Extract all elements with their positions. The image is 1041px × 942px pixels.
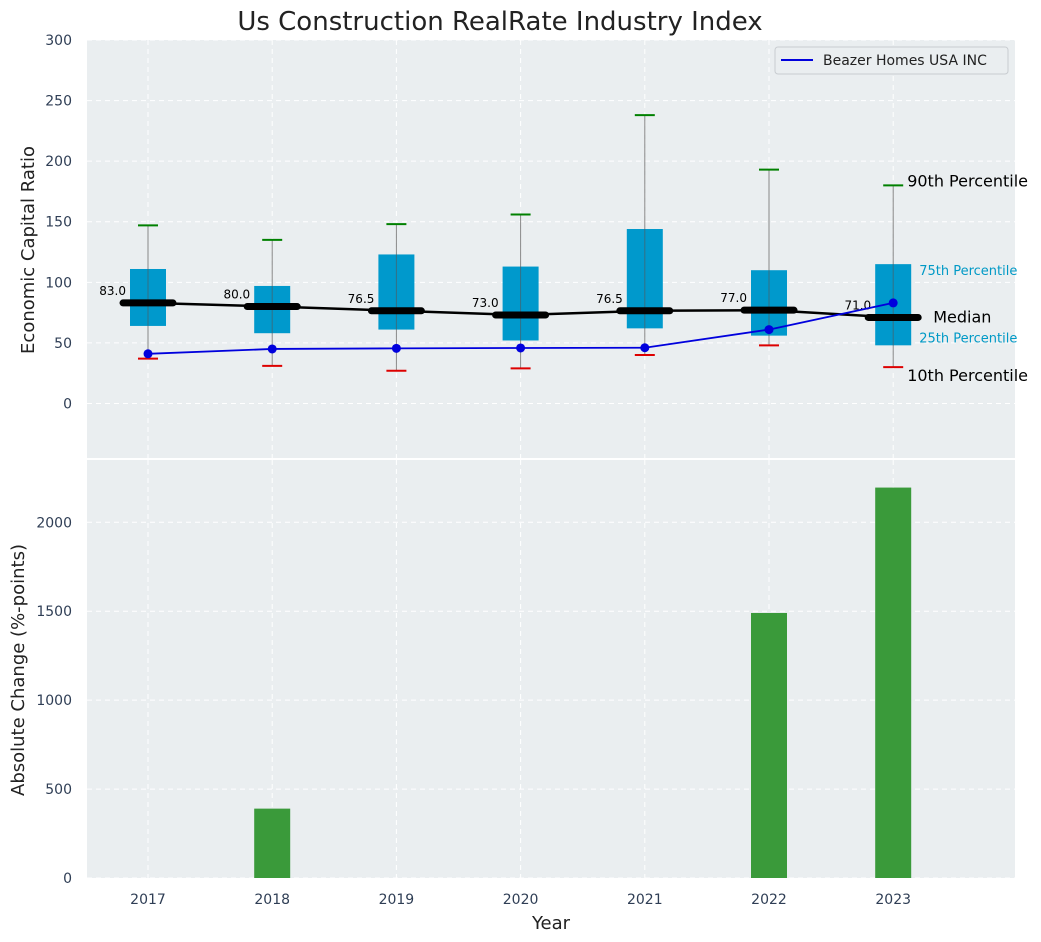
median-label-2017: 83.0 (99, 284, 126, 298)
bottom-y-axis-label: Absolute Change (%-points) (8, 544, 29, 796)
series-point-2020 (516, 343, 526, 353)
x-axis-label: Year (531, 913, 571, 934)
company-series (143, 298, 898, 359)
bottom-y-tick-label: 1500 (36, 604, 72, 620)
top-y-axis-label: Economic Capital Ratio (18, 146, 39, 354)
x-tick-label: 2018 (254, 892, 290, 908)
annot-p75: 75th Percentile (919, 264, 1017, 279)
top-y-tick-label: 150 (45, 215, 72, 231)
x-tick-label: 2017 (130, 892, 166, 908)
median-line (147, 301, 894, 319)
bottom-plot-area (87, 460, 1015, 878)
median-label-2019: 76.5 (348, 292, 375, 306)
chart-title: Us Construction RealRate Industry Index (237, 7, 762, 37)
x-tick-label: 2022 (751, 892, 787, 908)
annot-p25: 25th Percentile (919, 331, 1017, 346)
legend: Beazer Homes USA INC (774, 46, 1009, 75)
top-y-tick-label: 200 (45, 154, 72, 170)
bar-2023 (875, 487, 912, 878)
series-point-2021 (640, 343, 650, 353)
bar-2022 (751, 612, 787, 878)
top-y-tick-label: 50 (54, 336, 72, 352)
annot-p90: 90th Percentile (907, 171, 1028, 190)
bottom-y-tick-label: 0 (63, 871, 72, 887)
series-point-2023 (888, 298, 898, 308)
top-y-tick-label: 0 (63, 396, 72, 412)
median-label-2018: 80.0 (223, 288, 250, 302)
bar-2018 (254, 808, 291, 878)
x-tick-label: 2020 (503, 892, 539, 908)
x-tick-label: 2019 (379, 892, 415, 908)
top-y-ticks: 0 50 100 150 200 250 300 (45, 33, 72, 412)
annot-p10: 10th Percentile (907, 366, 1028, 385)
legend-box (774, 46, 1009, 75)
series-point-2022 (764, 325, 774, 335)
bottom-y-tick-label: 1000 (36, 693, 72, 709)
bars (254, 487, 912, 878)
annot-median: Median (933, 307, 991, 326)
bottom-y-tick-label: 2000 (36, 515, 72, 531)
series-point-2019 (391, 343, 401, 353)
x-tick-label: 2021 (627, 892, 663, 908)
median-line-group (147, 301, 894, 319)
series-point-2018 (267, 344, 277, 354)
x-ticks: 2017 2018 2019 2020 2021 2022 2023 (130, 892, 911, 908)
bottom-y-ticks: 0 500 1000 1500 2000 (36, 515, 72, 887)
x-tick-label: 2023 (875, 892, 911, 908)
legend-label: Beazer Homes USA INC (823, 53, 987, 69)
median-label-2022: 77.0 (720, 291, 747, 305)
top-plot-area (87, 40, 1015, 458)
top-y-tick-label: 300 (45, 33, 72, 49)
bottom-y-tick-label: 500 (45, 782, 72, 798)
series-point-2017 (143, 349, 153, 359)
median-label-2020: 73.0 (472, 296, 499, 310)
percentile-annotations: 90th Percentile 75th Percentile Median 25th… (907, 171, 1028, 385)
top-y-tick-label: 250 (45, 94, 72, 110)
top-y-tick-label: 100 (45, 275, 72, 291)
median-label-2021: 76.5 (596, 292, 623, 306)
